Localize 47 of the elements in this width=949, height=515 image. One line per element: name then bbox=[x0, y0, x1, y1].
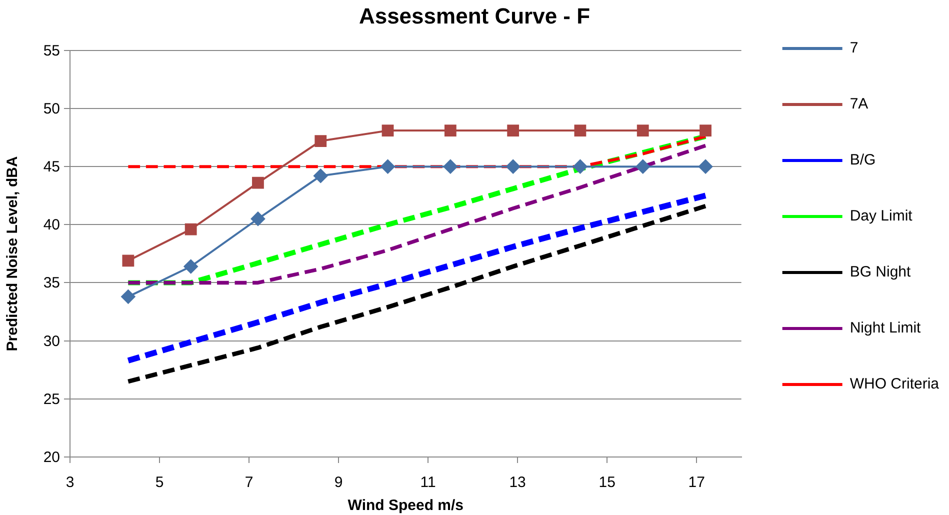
point bbox=[252, 176, 264, 189]
point bbox=[573, 160, 588, 174]
point bbox=[636, 160, 650, 174]
legend-label: BG Night bbox=[850, 264, 912, 281]
line-series bbox=[126, 204, 708, 384]
point bbox=[700, 124, 712, 137]
point bbox=[444, 124, 456, 137]
point bbox=[121, 290, 136, 304]
point bbox=[698, 160, 713, 174]
x-tick-label: 15 bbox=[598, 474, 616, 491]
point bbox=[122, 254, 134, 267]
x-axis-title: Wind Speed m/s bbox=[348, 497, 464, 514]
y-tick-label: 30 bbox=[43, 332, 60, 350]
point bbox=[507, 124, 520, 137]
y-tick-label: 45 bbox=[43, 158, 60, 176]
point bbox=[250, 212, 265, 226]
y-tick-label: 40 bbox=[43, 216, 60, 234]
y-tick-label: 35 bbox=[43, 274, 60, 292]
point bbox=[314, 135, 327, 147]
point bbox=[443, 160, 458, 174]
y-tick-label: 25 bbox=[43, 390, 60, 408]
point bbox=[636, 124, 649, 137]
x-tick-label: 5 bbox=[155, 474, 164, 491]
y-tick-label: 55 bbox=[43, 42, 60, 60]
x-tick-label: 13 bbox=[509, 474, 526, 491]
point bbox=[184, 223, 197, 236]
x-tick-label: 3 bbox=[66, 474, 74, 491]
x-tick-label: 11 bbox=[420, 474, 436, 491]
point bbox=[380, 160, 395, 174]
x-tick-label: 17 bbox=[688, 474, 705, 491]
x-tick-label: 9 bbox=[334, 474, 343, 491]
legend-label: Day Limit bbox=[850, 208, 914, 225]
y-tick-label: 50 bbox=[43, 100, 60, 118]
legend-label: B/G bbox=[850, 152, 876, 169]
legend-label: 7 bbox=[850, 40, 858, 57]
y-axis-title: Predicted Noise Level, dBA bbox=[4, 156, 22, 352]
point bbox=[382, 124, 394, 137]
point bbox=[506, 160, 520, 174]
legend-label: Night Limit bbox=[850, 320, 922, 337]
y-tick-label: 20 bbox=[43, 449, 60, 466]
chart-title: Assessment Curve - F bbox=[358, 3, 590, 28]
legend-label: 7A bbox=[850, 96, 868, 113]
legend-label: WHO Criteria bbox=[850, 376, 940, 393]
point bbox=[314, 168, 328, 183]
x-tick-label: 7 bbox=[244, 474, 254, 491]
point bbox=[184, 259, 198, 274]
point bbox=[574, 124, 586, 137]
